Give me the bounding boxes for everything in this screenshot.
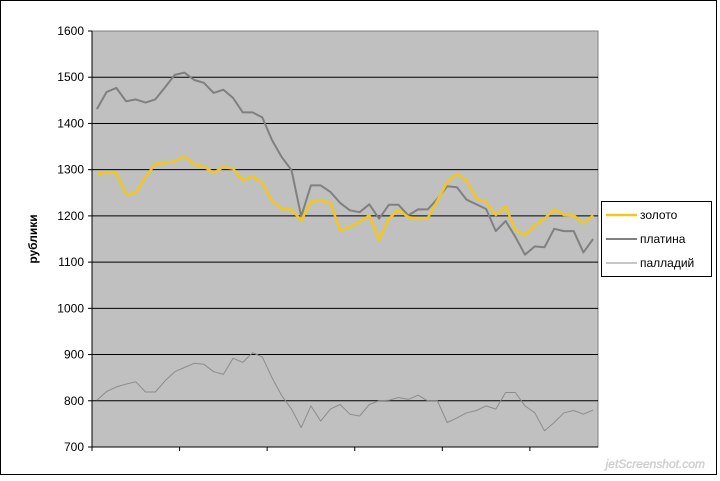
series-line-2 xyxy=(96,352,594,432)
y-tick-label: 700 xyxy=(64,440,84,454)
y-tick-label: 800 xyxy=(64,394,84,408)
y-tick-label: 1200 xyxy=(57,209,84,223)
legend: золото платина палладий xyxy=(601,201,712,277)
y-tick-label: 1500 xyxy=(57,70,84,84)
series-line-1 xyxy=(96,71,594,256)
y-tick-label: 1100 xyxy=(58,255,84,269)
legend-label: золото xyxy=(640,208,678,222)
legend-label: платина xyxy=(640,232,686,246)
gridlines xyxy=(92,76,598,402)
y-tick-label: 1600 xyxy=(57,24,84,38)
y-axis-label: рублики xyxy=(26,214,40,263)
y-axis-ticks: 700 800 900 1000 1100 1200 1300 1400 1500 1600 xyxy=(57,24,531,454)
plot-area xyxy=(91,30,599,448)
y-tick-label: 1300 xyxy=(57,163,84,177)
watermark-logo: jetScreenshot.com xyxy=(604,457,705,471)
series-lines xyxy=(96,71,594,432)
y-tick-label: 1400 xyxy=(57,116,84,130)
series-line-0 xyxy=(96,155,594,242)
legend-label: палладий xyxy=(640,256,694,270)
y-tick-label: 900 xyxy=(64,348,84,362)
y-tick-label: 1000 xyxy=(57,301,84,315)
